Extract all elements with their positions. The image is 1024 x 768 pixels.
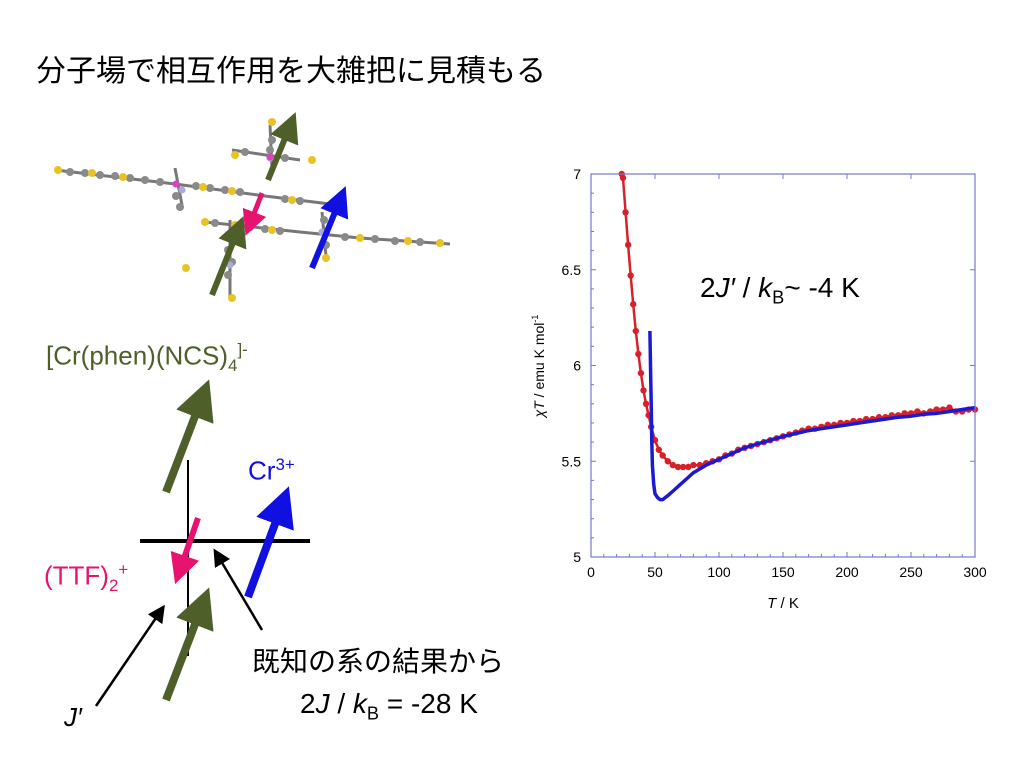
data-point bbox=[637, 369, 645, 377]
anion-spin-arrow bbox=[265, 112, 299, 182]
x-tick-label: 100 bbox=[707, 564, 731, 580]
measured-data-line bbox=[620, 173, 975, 469]
cr-spin-arrow bbox=[309, 186, 349, 270]
y-tick-label: 7 bbox=[573, 166, 581, 182]
data-point bbox=[635, 350, 642, 358]
data-point bbox=[685, 463, 692, 471]
data-point bbox=[632, 327, 639, 335]
plot-frame bbox=[590, 173, 976, 558]
y-tick-label: 6 bbox=[573, 358, 581, 374]
slide-title: 分子場で相互作用を大雑把に見積もる bbox=[36, 54, 546, 89]
y-tick-label: 6.5 bbox=[562, 262, 582, 278]
known-j-pointer bbox=[213, 548, 264, 631]
fit-curve-line bbox=[648, 330, 976, 502]
x-axis-title: T / K bbox=[767, 595, 799, 612]
data-point bbox=[674, 463, 682, 471]
svg-text:T / K: T / K bbox=[767, 595, 799, 612]
data-point bbox=[655, 446, 663, 453]
svg-text:χT / emu K mol-1: χT / emu K mol-1 bbox=[530, 315, 547, 420]
j-prime-label: J′ bbox=[64, 702, 82, 732]
known-system-text: 既知の系の結果から bbox=[252, 645, 505, 678]
data-point bbox=[624, 241, 632, 249]
data-point bbox=[622, 209, 629, 216]
molecular-diagram bbox=[54, 112, 451, 707]
data-point bbox=[627, 272, 634, 279]
cation-spin-arrow-schematic bbox=[170, 517, 201, 585]
ttf-cation-label: (TTF)2+ bbox=[44, 560, 129, 595]
known-coupling-value: 2J / kB = -28 K bbox=[300, 688, 478, 724]
data-point bbox=[914, 408, 921, 415]
cr-spin-arrow-schematic bbox=[244, 486, 294, 599]
x-tick-label: 150 bbox=[771, 564, 795, 580]
x-tick-label: 50 bbox=[647, 564, 663, 580]
data-point bbox=[630, 301, 637, 308]
data-point bbox=[933, 406, 940, 413]
anion-spin-arrow bbox=[209, 216, 247, 297]
cation-spin-arrow bbox=[242, 192, 267, 236]
crystal-structure-image bbox=[54, 118, 451, 302]
data-point bbox=[642, 400, 650, 407]
x-tick-label: 300 bbox=[963, 564, 987, 580]
j-prime-pointer bbox=[94, 604, 165, 707]
data-point bbox=[946, 404, 953, 411]
y-tick-label: 5 bbox=[573, 549, 581, 565]
data-point bbox=[679, 463, 687, 471]
anion-complex-label: [Cr(phen)(NCS)4]- bbox=[46, 340, 248, 375]
cr-ion-label: Cr3+ bbox=[248, 455, 295, 486]
anion-spin-arrow-upper bbox=[162, 379, 214, 494]
anion-spin-arrow-lower bbox=[162, 587, 214, 702]
data-point bbox=[640, 387, 647, 394]
chi-t-vs-t-chart: 0 50 100 150 200 250 300 5 5.5 6 6.5 7 T / K χT / e… bbox=[530, 166, 987, 612]
x-tick-label: 200 bbox=[835, 564, 859, 580]
data-point bbox=[659, 452, 666, 459]
y-tick-label: 5.5 bbox=[562, 453, 582, 469]
x-tick-label: 250 bbox=[899, 564, 923, 580]
data-point bbox=[619, 174, 627, 182]
x-tick-label: 0 bbox=[587, 564, 595, 580]
fit-coupling-value: 2J′ / kB~ -4 K bbox=[700, 272, 860, 308]
data-point bbox=[664, 458, 671, 465]
data-point bbox=[690, 461, 697, 469]
data-point bbox=[669, 461, 677, 469]
y-axis-title: χT / emu K mol-1 bbox=[530, 315, 547, 420]
